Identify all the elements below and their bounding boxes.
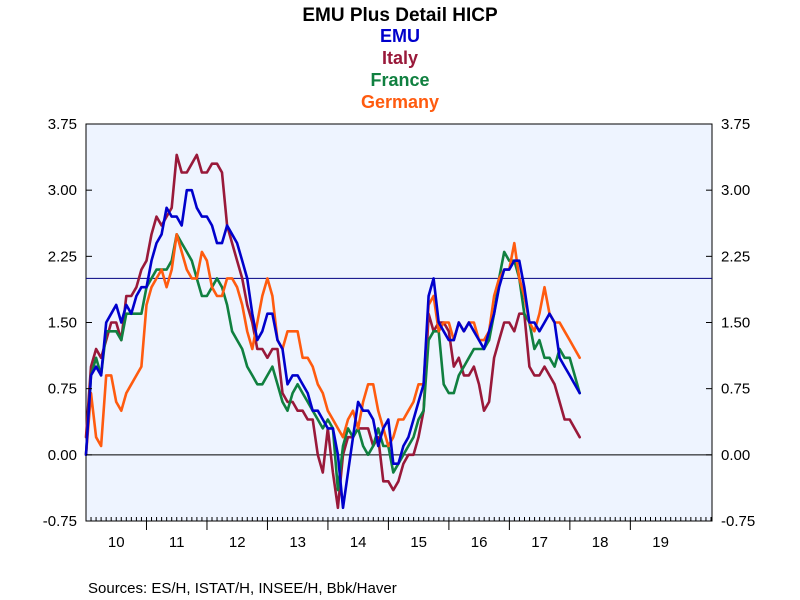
x-tick-label: 19 (652, 534, 669, 551)
y-tick-label-left: 1.50 (48, 315, 77, 332)
x-tick-label: 11 (169, 534, 185, 551)
chart-title: EMU Plus Detail HICP (302, 5, 498, 26)
series-line-italy (84, 153, 582, 510)
source-note: Sources: ES/H, ISTAT/H, INSEE/H, Bbk/Hav… (88, 580, 397, 597)
x-tick-label: 10 (108, 534, 125, 551)
y-tick-label-right: 3.00 (721, 182, 750, 199)
y-tick-label-left: 3.75 (48, 116, 77, 133)
y-tick-label-left: 0.00 (48, 447, 77, 464)
x-tick-label: 14 (350, 534, 367, 551)
y-tick-label-right: 2.25 (721, 248, 750, 265)
series-line-emu (84, 188, 582, 510)
y-tick-label-left: 3.00 (48, 182, 77, 199)
x-tick-label: 12 (229, 534, 246, 551)
y-tick-label-left: -0.75 (43, 513, 77, 530)
y-tick-label-left: 2.25 (48, 248, 77, 265)
legend-germany: Germany (361, 92, 439, 112)
legend-italy: Italy (382, 48, 418, 68)
series-line-germany (84, 233, 582, 457)
x-tick-label: 17 (531, 534, 548, 551)
legend-france: France (370, 70, 429, 90)
y-tick-label-right: 0.75 (721, 381, 750, 398)
x-tick-label: 18 (592, 534, 609, 551)
legend-emu: EMU (380, 26, 420, 46)
y-tick-label-left: 0.75 (48, 381, 77, 398)
y-tick-label-right: 0.00 (721, 447, 750, 464)
y-tick-label-right: -0.75 (721, 513, 755, 530)
x-tick-label: 15 (410, 534, 427, 551)
x-tick-label: 16 (471, 534, 488, 551)
y-tick-label-right: 1.50 (721, 315, 750, 332)
x-tick-label: 13 (289, 534, 306, 551)
y-tick-label-right: 3.75 (721, 116, 750, 133)
